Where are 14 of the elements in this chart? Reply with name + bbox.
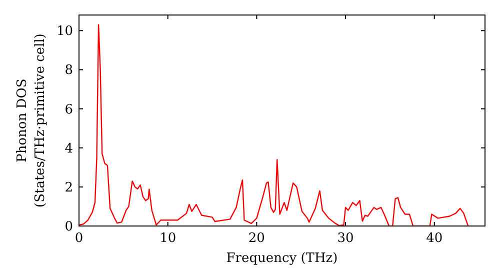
- y-tick-label: 4: [64, 141, 73, 156]
- y-axis-title: Phonon DOS (States/THz·primitive cell): [15, 33, 48, 208]
- x-tick-label: 10: [160, 231, 176, 246]
- x-tick-label: 40: [426, 231, 443, 246]
- x-tick-label: 20: [248, 231, 265, 246]
- y-tick-label: 10: [56, 24, 73, 40]
- y-tick-label: 2: [64, 180, 73, 196]
- y-tick-label: 0: [64, 220, 73, 234]
- x-axis-title: Frequency (THz): [226, 251, 338, 266]
- line-series: [79, 24, 469, 226]
- x-tick-label: 0: [74, 231, 84, 246]
- y-tick-label: 6: [64, 102, 73, 118]
- y-tick-label: 8: [64, 63, 73, 78]
- x-tick-label: 30: [337, 231, 354, 246]
